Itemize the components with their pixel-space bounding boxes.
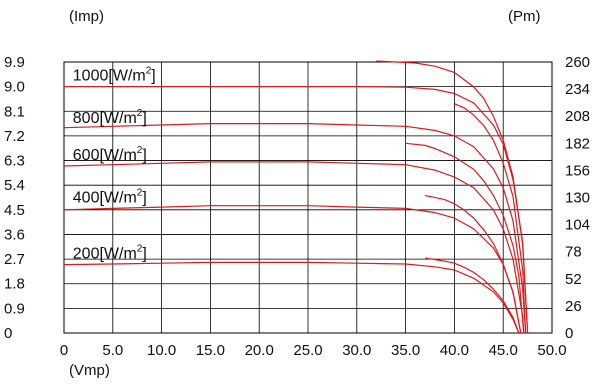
y-left-tick-label: 7.2 xyxy=(4,128,25,145)
iv-curve-4 xyxy=(63,261,520,334)
power-curves xyxy=(376,60,529,334)
y-right-tick-label: 26 xyxy=(565,298,582,315)
iv-curve-3 xyxy=(63,205,522,334)
y-left-tick-label: 9.0 xyxy=(4,79,25,96)
y-left-tick-label: 1.8 xyxy=(4,276,25,293)
y-right-tick-label: 78 xyxy=(565,244,582,261)
power-curve-7 xyxy=(405,142,525,334)
y-left-tick-label: 5.4 xyxy=(4,177,25,194)
y-left-tick-label: 0.9 xyxy=(4,300,25,317)
x-tick-label: 35.0 xyxy=(391,342,420,359)
y-right-tick-label: 260 xyxy=(565,54,590,71)
x-axis-ticks: 0 5.0 10.0 15.0 20.0 25.0 30.0 35.0 40.0 45.0 50.0 xyxy=(60,342,567,359)
power-curve-9 xyxy=(425,257,520,334)
x-tick-label: 25.0 xyxy=(293,342,322,359)
x-tick-label: 15.0 xyxy=(196,342,225,359)
y-left-tick-label: 2.7 xyxy=(4,251,25,268)
iv-curve-1 xyxy=(63,123,527,334)
irradiance-label-3: 400[W/m2] xyxy=(73,188,147,207)
y-right-tick-label: 182 xyxy=(565,135,590,152)
plot-border xyxy=(63,61,553,334)
x-axis-unit-label: (Vmp) xyxy=(69,362,110,379)
irradiance-label-0: 1000[W/m2] xyxy=(73,66,156,85)
power-curve-6 xyxy=(454,103,527,334)
plot-frame xyxy=(63,61,553,334)
y-right-tick-label: 208 xyxy=(565,108,590,125)
power-curve-5 xyxy=(376,60,529,334)
y-left-tick-label: 8.1 xyxy=(4,103,25,120)
y-left-tick-label: 4.5 xyxy=(4,202,25,219)
x-tick-label: 20.0 xyxy=(245,342,274,359)
left-axis-ticks: 0 0.9 1.8 2.7 3.6 4.5 5.4 6.3 7.2 8.1 9.0 9.9 xyxy=(4,54,25,342)
x-tick-label: 45.0 xyxy=(489,342,518,359)
y-right-tick-label: 104 xyxy=(565,217,590,234)
y-left-tick-label: 6.3 xyxy=(4,153,25,170)
y-left-tick-label: 3.6 xyxy=(4,226,25,243)
y-right-tick-label: 234 xyxy=(565,81,590,98)
x-tick-label: 5.0 xyxy=(102,342,123,359)
irradiance-label-2: 600[W/m2] xyxy=(73,145,147,164)
y-left-tick-label: 9.9 xyxy=(4,54,25,71)
y-right-tick-label: 52 xyxy=(565,271,582,288)
x-tick-label: 10.0 xyxy=(147,342,176,359)
x-tick-label: 0 xyxy=(60,342,68,359)
left-axis-unit-label: (Imp) xyxy=(69,8,104,25)
iv-curve-2 xyxy=(63,161,525,334)
irradiance-label-1: 800[W/m2] xyxy=(73,108,147,127)
iv-curve-0 xyxy=(64,86,529,334)
iv-curves xyxy=(63,86,529,334)
x-tick-label: 30.0 xyxy=(342,342,371,359)
power-curve-8 xyxy=(424,194,522,334)
y-right-tick-label: 0 xyxy=(565,325,573,342)
irradiance-label-4: 200[W/m2] xyxy=(73,244,147,263)
right-axis-ticks: 0 26 52 78 104 130 156 182 208 234 260 xyxy=(565,54,590,342)
y-right-tick-label: 130 xyxy=(565,190,590,207)
y-left-tick-label: 0 xyxy=(4,325,12,342)
x-tick-label: 50.0 xyxy=(537,342,566,359)
y-right-tick-label: 156 xyxy=(565,162,590,179)
x-tick-label: 40.0 xyxy=(440,342,469,359)
irradiance-labels: 1000[W/m2] 800[W/m2] 600[W/m2] 400[W/m2] 200… xyxy=(73,66,156,263)
right-axis-unit-label: (Pm) xyxy=(508,8,541,25)
